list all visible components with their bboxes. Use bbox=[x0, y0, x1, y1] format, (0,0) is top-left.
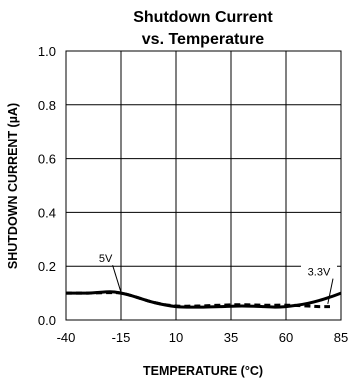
x-tick-labels: -40 -15 10 35 60 85 bbox=[57, 330, 349, 345]
x-tick-label: -15 bbox=[112, 330, 131, 345]
x-tick-label: 60 bbox=[279, 330, 293, 345]
x-tick-label: 35 bbox=[224, 330, 238, 345]
x-tick-label: 85 bbox=[334, 330, 348, 345]
y-tick-label: 0.8 bbox=[38, 98, 56, 113]
annotations: 5V 3.3V bbox=[94, 250, 337, 304]
annotation-label: 5V bbox=[99, 253, 113, 265]
plot-frame bbox=[65, 50, 342, 321]
annotation-background bbox=[301, 263, 337, 279]
annotation-pointer bbox=[112, 265, 122, 293]
y-tick-label: 0.2 bbox=[38, 259, 56, 274]
grid bbox=[66, 51, 341, 320]
y-tick-label: 1.0 bbox=[38, 44, 56, 59]
x-axis-label: TEMPERATURE (°C) bbox=[143, 364, 263, 378]
series-line-33v bbox=[65, 291, 330, 309]
chart-title: Shutdown Current bbox=[133, 9, 273, 26]
y-tick-label: 0.0 bbox=[38, 313, 56, 328]
annotation-label: 3.3V bbox=[308, 267, 331, 279]
y-tick-label: 0.4 bbox=[38, 205, 56, 220]
series-group bbox=[65, 290, 342, 309]
x-tick-label: -40 bbox=[57, 330, 76, 345]
x-tick-label: 10 bbox=[169, 330, 183, 345]
y-tick-labels: 0.0 0.2 0.4 0.6 0.8 1.0 bbox=[38, 44, 56, 328]
y-axis-label: SHUTDOWN CURRENT (µA) bbox=[6, 103, 20, 269]
y-tick-label: 0.6 bbox=[38, 152, 56, 167]
chart-subtitle: vs. Temperature bbox=[142, 31, 265, 48]
annotation-pointer bbox=[327, 278, 334, 304]
annotation-background bbox=[94, 250, 117, 266]
